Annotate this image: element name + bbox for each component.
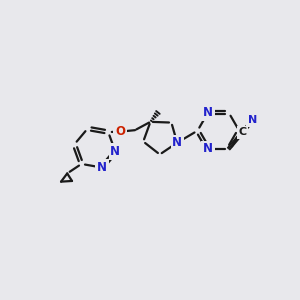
Text: N: N [97, 161, 107, 174]
Text: N: N [203, 142, 213, 155]
Text: N: N [248, 116, 257, 125]
Text: N: N [172, 136, 182, 149]
Text: N: N [203, 106, 213, 119]
Text: C: C [238, 127, 247, 137]
Text: N: N [110, 145, 120, 158]
Text: O: O [115, 125, 125, 138]
